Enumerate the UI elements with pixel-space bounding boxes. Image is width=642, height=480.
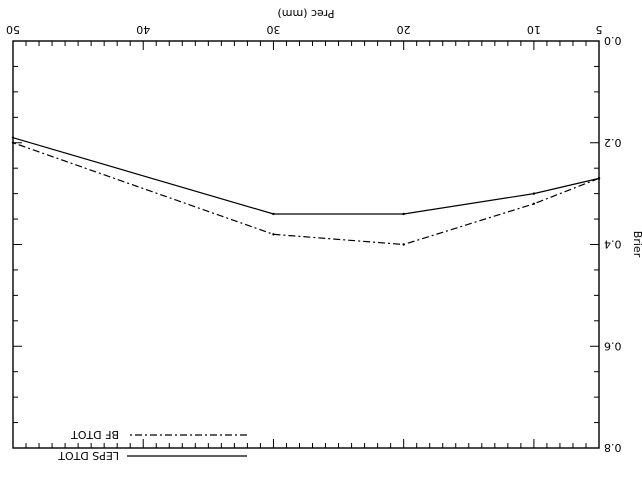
x-axis-title: Prec (mm) xyxy=(277,7,334,20)
x-tick-labels: 5 10 20 30 40 50 xyxy=(6,23,603,36)
data-point xyxy=(272,212,275,216)
data-point xyxy=(532,192,536,195)
x-tick-label: 30 xyxy=(266,23,280,36)
x-tick-label: 50 xyxy=(6,23,20,36)
legend-label-2: BF DTOT xyxy=(71,428,119,441)
data-point xyxy=(11,136,15,139)
legend: LEPS DTOT BF DTOT xyxy=(58,428,247,462)
y-tick-label: 0.6 xyxy=(604,339,622,352)
y-tick-label: 0.8 xyxy=(604,441,622,454)
data-point xyxy=(402,243,405,246)
series-line-1 xyxy=(12,137,600,215)
data-point xyxy=(532,202,536,205)
x-tick-label: 40 xyxy=(136,23,150,36)
legend-label-1: LEPS DTOT xyxy=(58,449,119,462)
data-point xyxy=(11,141,15,144)
y-tick-label: 0.4 xyxy=(604,238,622,251)
y-axis-title: Brier xyxy=(631,231,642,258)
tick-marks xyxy=(12,40,600,449)
series-line-2 xyxy=(12,142,600,246)
x-tick-label: 10 xyxy=(527,23,541,36)
y-tick-label: 0.0 xyxy=(604,34,622,47)
plot-frame xyxy=(12,40,600,449)
series-group xyxy=(11,136,601,246)
data-point xyxy=(402,212,405,216)
data-point xyxy=(272,233,275,236)
y-tick-labels: 0.0 0.2 0.4 0.6 0.8 xyxy=(604,34,622,454)
y-tick-label: 0.2 xyxy=(604,136,622,149)
x-tick-label: 20 xyxy=(397,23,411,36)
chart-rotated-group: 5 10 20 30 40 50 0.0 0.2 0.4 0.6 0.8 Prec (mm) Br… xyxy=(6,7,642,462)
data-point xyxy=(597,177,601,180)
x-tick-label: 5 xyxy=(596,23,603,36)
